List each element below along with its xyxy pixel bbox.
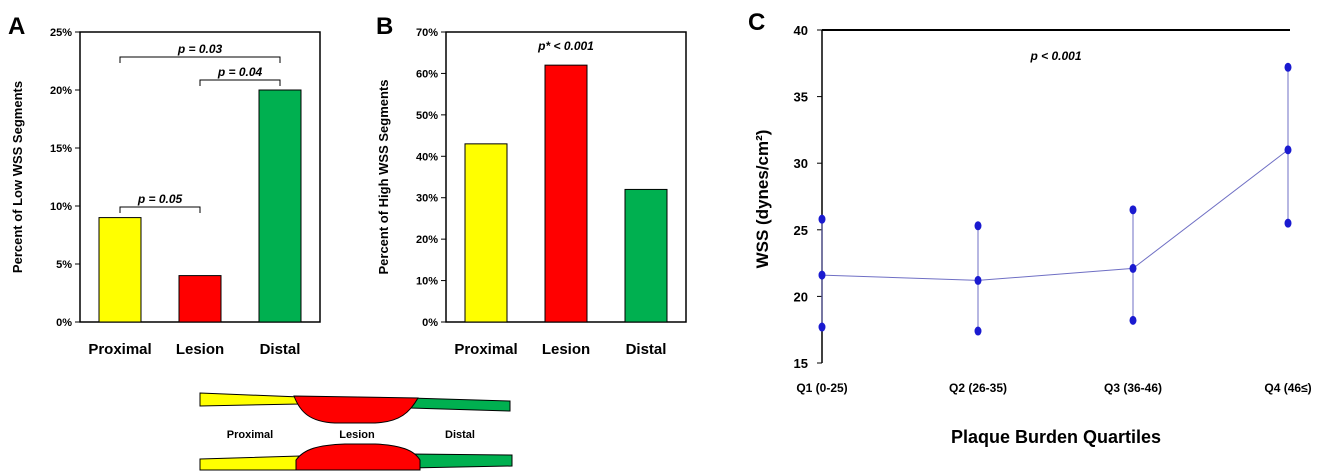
panel-a-y-axis-label: Percent of Low WSS Segments [10,81,25,273]
panel-c-mean-line [821,149,1289,281]
panel-a-p-value: p = 0.03 [177,42,223,56]
panel-a-category-label: Proximal [88,341,151,358]
panel-c-chart: WSS (dynes/cm²) Plaque Burden Quartiles … [753,23,1312,447]
panel-c-y-tick-label: 30 [794,156,808,171]
panel-c-x-tick-label: Q3 (36-46) [1104,381,1162,395]
panel-c-upper-point [818,214,826,224]
panel-c-y-tick-label: 25 [794,223,808,238]
panel-c-mean-point [974,275,982,285]
vessel-top-distal-segment [409,397,511,412]
vessel-top-proximal-segment [199,392,301,407]
panel-c-x-tick-label: Q2 (26-35) [949,381,1007,395]
vessel-bottom-proximal-segment [199,455,301,471]
panel-c-p-value: p < 0.001 [1029,49,1081,63]
panel-b-y-tick-label: 10% [416,276,438,288]
panel-b-y-tick-label: 40% [416,151,438,163]
vessel-bottom [199,443,513,471]
panel-c-y-tick-label: 15 [794,356,808,371]
panel-c-lower-point [1284,218,1292,228]
vessel-label-distal: Distal [445,429,475,441]
panel-a-p-value: p = 0.04 [217,65,263,79]
vessel-label-proximal: Proximal [227,429,273,441]
panel-c-y-tick-label: 35 [794,90,808,105]
panel-b-bar-lesion [544,64,588,323]
panel-c-mean-point [818,270,826,280]
panel-c-x-axis-label: Plaque Burden Quartiles [951,427,1161,447]
panel-a-y-tick-label: 10% [50,201,72,213]
panel-letter-c: C [748,9,765,36]
panel-a-bar-proximal [98,217,142,323]
panel-b-y-tick-label: 50% [416,110,438,122]
panel-a-category-label: Distal [260,341,301,358]
panel-b-bar-distal [624,188,668,323]
panel-letter-b: B [376,13,393,40]
panel-c-lower-point [974,326,982,336]
panel-a-y-tick-label: 15% [50,143,72,155]
panel-b-y-tick-label: 60% [416,68,438,80]
panel-c-mean-point [1129,263,1137,273]
panel-c-y-tick-label: 20 [794,289,808,304]
panel-b-category-label: Lesion [542,341,590,358]
panel-a-y-tick-label: 5% [56,259,72,271]
panel-a-significance-bracket [119,56,281,63]
vessel-bottom-distal-segment [409,453,513,469]
panel-b-y-tick-label: 30% [416,193,438,205]
panel-b-category-label: Proximal [454,341,517,358]
vessel-label-lesion: Lesion [339,429,375,441]
vessel-bottom-lesion [295,443,421,471]
panel-letter-a: A [8,13,25,40]
panel-a-y-tick-label: 25% [50,27,72,39]
panel-b-category-label: Distal [626,341,667,358]
panel-c-y-axis-label: WSS (dynes/cm²) [753,130,772,269]
panel-a-bar-lesion [178,275,222,323]
panel-a-y-tick-label: 20% [50,85,72,97]
panel-c-lower-point [818,322,826,332]
panel-a-significance-bracket [119,206,201,213]
panel-a-bar-distal [258,89,302,323]
panel-b-y-axis-label: Percent of High WSS Segments [376,79,391,274]
panel-b-bar-proximal [464,143,508,323]
panel-c-mean-point [1284,145,1292,155]
panel-a-y-tick-label: 0% [56,317,72,329]
vessel-diagram: Proximal Lesion Distal [199,392,513,471]
panel-a-chart: Percent of Low WSS Segments 0% 5% 10% 15% 20… [10,27,321,358]
panel-c-x-tick-label: Q1 (0-25) [796,381,847,395]
panel-b-p-value: p* < 0.001 [537,39,594,53]
vessel-top [199,392,511,424]
panel-c-upper-point [1129,205,1137,215]
panel-b-y-tick-label: 70% [416,27,438,39]
panel-c-upper-point [974,221,982,231]
panel-c-x-tick-label: Q4 (46≤) [1264,381,1311,395]
vessel-top-lesion [293,395,419,424]
panel-b-y-tick-label: 0% [422,317,438,329]
panel-a-category-label: Lesion [176,341,224,358]
panel-c-upper-point [1284,62,1292,72]
panel-b-y-tick-label: 20% [416,234,438,246]
panel-c-y-tick-label: 40 [794,23,808,38]
panel-a-p-value: p = 0.05 [137,192,183,206]
panel-b-chart: Percent of High WSS Segments 0% 10% 20% 30%… [376,27,687,358]
panel-a-significance-bracket [199,79,281,86]
panel-c-lower-point [1129,315,1137,325]
